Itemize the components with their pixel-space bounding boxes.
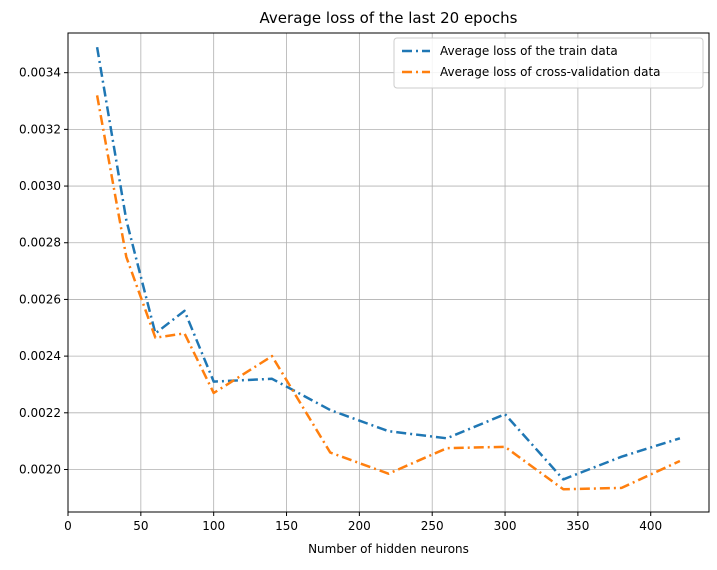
x-tick-label: 250 <box>421 519 444 533</box>
series-line-0 <box>95 46 681 481</box>
y-tick-label: 0.0026 <box>19 292 61 306</box>
y-tick-label: 0.0030 <box>19 179 61 193</box>
x-tick-label: 50 <box>133 519 148 533</box>
x-tick-label: 0 <box>64 519 72 533</box>
legend-label-1: Average loss of cross-validation data <box>440 65 661 79</box>
legend-label-0: Average loss of the train data <box>440 44 618 58</box>
x-tick-label: 350 <box>566 519 589 533</box>
x-tick-label: 400 <box>639 519 662 533</box>
x-tick-label: 200 <box>348 519 371 533</box>
plot-frame <box>67 32 710 513</box>
y-tick-label: 0.0020 <box>19 462 61 476</box>
y-tick-label: 0.0022 <box>19 406 61 420</box>
grid <box>67 33 709 512</box>
y-tick-label: 0.0032 <box>19 122 61 136</box>
y-tick-label: 0.0028 <box>19 236 61 250</box>
x-tick-label: 100 <box>202 519 225 533</box>
chart-title: Average loss of the last 20 epochs <box>260 9 518 27</box>
y-tick-label: 0.0024 <box>19 349 61 363</box>
legend: Average loss of the train data Average lo… <box>393 37 704 89</box>
series-line-1 <box>95 95 681 491</box>
axis-ticks: 0 50 100 150 200 250 300 350 400 0.0020 0.0022 0.00… <box>19 66 662 533</box>
x-tick-label: 150 <box>275 519 298 533</box>
x-axis-label: Number of hidden neurons <box>308 542 469 556</box>
x-tick-label: 300 <box>494 519 517 533</box>
legend-box <box>393 37 704 89</box>
series-lines <box>95 46 681 491</box>
y-tick-label: 0.0034 <box>19 66 61 80</box>
